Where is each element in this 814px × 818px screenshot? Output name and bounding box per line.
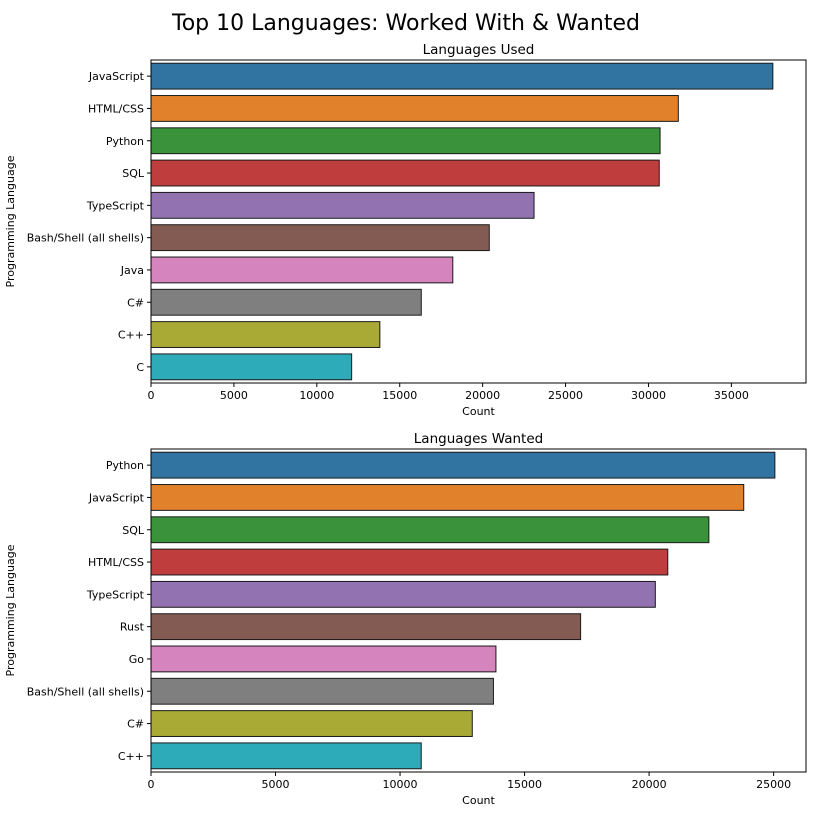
- chart-1-category-label-3: Python: [106, 135, 144, 148]
- chart-1-frame: [150, 59, 807, 384]
- chart-2-bar-4: [150, 548, 669, 576]
- chart-2-frame: [150, 448, 807, 773]
- chart-2-xtick-label-2: 5000: [262, 778, 290, 791]
- chart-2-xtick-label-4: 15000: [507, 778, 542, 791]
- chart-2-category-label-7: Go: [129, 653, 145, 666]
- chart-2-category-label-3: SQL: [122, 524, 145, 537]
- chart-2-bar-7: [150, 645, 497, 673]
- chart-1-xtick-label-1: 0: [148, 389, 155, 402]
- chart-1-category-label-6: Bash/Shell (all shells): [27, 232, 144, 245]
- chart-2-category-label-4: HTML/CSS: [88, 556, 144, 569]
- chart-2-category-label-10: C++: [118, 750, 144, 763]
- chart-1-bar-2: [150, 95, 679, 122]
- chart-2-bar-10: [150, 742, 422, 770]
- chart-1-bar-7: [150, 256, 454, 284]
- chart-1-bar-5: [150, 191, 535, 219]
- chart-1-xtick-label-3: 10000: [299, 389, 334, 402]
- chart-1-category-label-5: TypeScript: [86, 199, 145, 212]
- chart-1-xtick-label-4: 15000: [382, 389, 417, 402]
- chart-1-xtick-label-6: 25000: [548, 389, 583, 402]
- chart-1-bar-6: [150, 224, 490, 252]
- chart-1-bar-8: [150, 288, 422, 316]
- figure-title: Top 10 Languages: Worked With & Wanted: [171, 11, 640, 36]
- chart-2-category-label-6: Rust: [120, 621, 145, 634]
- chart-2-category-label-5: TypeScript: [86, 588, 145, 601]
- chart-2-group: Python JavaScript SQL HTML/CSS TypeScript Rus…: [4, 431, 807, 807]
- chart-2-bar-9: [150, 710, 473, 737]
- chart-2-category-label-8: Bash/Shell (all shells): [27, 685, 144, 698]
- chart-2-bar-6: [150, 613, 582, 641]
- chart-2-ylabel: Programming Language: [4, 544, 17, 676]
- chart-2-bar-3: [150, 516, 710, 544]
- chart-2-xtick-label-3: 10000: [383, 778, 418, 791]
- chart-2-category-label-9: C#: [127, 718, 144, 731]
- chart-1-bar-4: [150, 159, 660, 187]
- chart-1-category-label-8: C#: [127, 296, 144, 309]
- chart-1-xtick-label-7: 30000: [631, 389, 666, 402]
- chart-2-xlabel: Count: [462, 794, 495, 807]
- chart-2-xtick-label-1: 0: [148, 778, 155, 791]
- chart-2-bar-8: [150, 677, 494, 705]
- chart-1-group: JavaScript HTML/CSS Python SQL TypeScript Bas…: [4, 42, 807, 418]
- chart-1-bar-9: [150, 321, 381, 348]
- chart-1-bar-1: [150, 62, 774, 90]
- chart-1-ylabel: Programming Language: [4, 155, 17, 287]
- chart-2-xtick-label-5: 20000: [632, 778, 667, 791]
- chart-1-category-label-1: JavaScript: [88, 70, 145, 83]
- chart-1-xtick-label-2: 5000: [220, 389, 248, 402]
- chart-1-category-label-7: Java: [120, 264, 144, 277]
- chart-1-bar-3: [150, 127, 661, 155]
- chart-1-xtick-label-5: 20000: [465, 389, 500, 402]
- chart-1-bar-10: [150, 353, 353, 381]
- chart-2-bar-5: [150, 580, 656, 608]
- chart-2-title: Languages Wanted: [414, 431, 543, 447]
- chart-2-xtick-label-6: 25000: [756, 778, 791, 791]
- chart-2-bar-1: [150, 451, 776, 479]
- chart-1-xlabel: Count: [462, 405, 495, 418]
- chart-1-category-label-10: C: [136, 361, 144, 374]
- chart-1-category-label-9: C++: [118, 329, 144, 342]
- chart-2-category-label-1: Python: [106, 459, 144, 472]
- chart-1-category-label-4: SQL: [122, 167, 145, 180]
- chart-2-category-label-2: JavaScript: [88, 491, 145, 504]
- chart-1-category-label-2: HTML/CSS: [88, 102, 144, 115]
- chart-1-title: Languages Used: [423, 42, 535, 58]
- chart-1-xtick-label-8: 35000: [714, 389, 749, 402]
- chart-2-bar-2: [150, 484, 745, 511]
